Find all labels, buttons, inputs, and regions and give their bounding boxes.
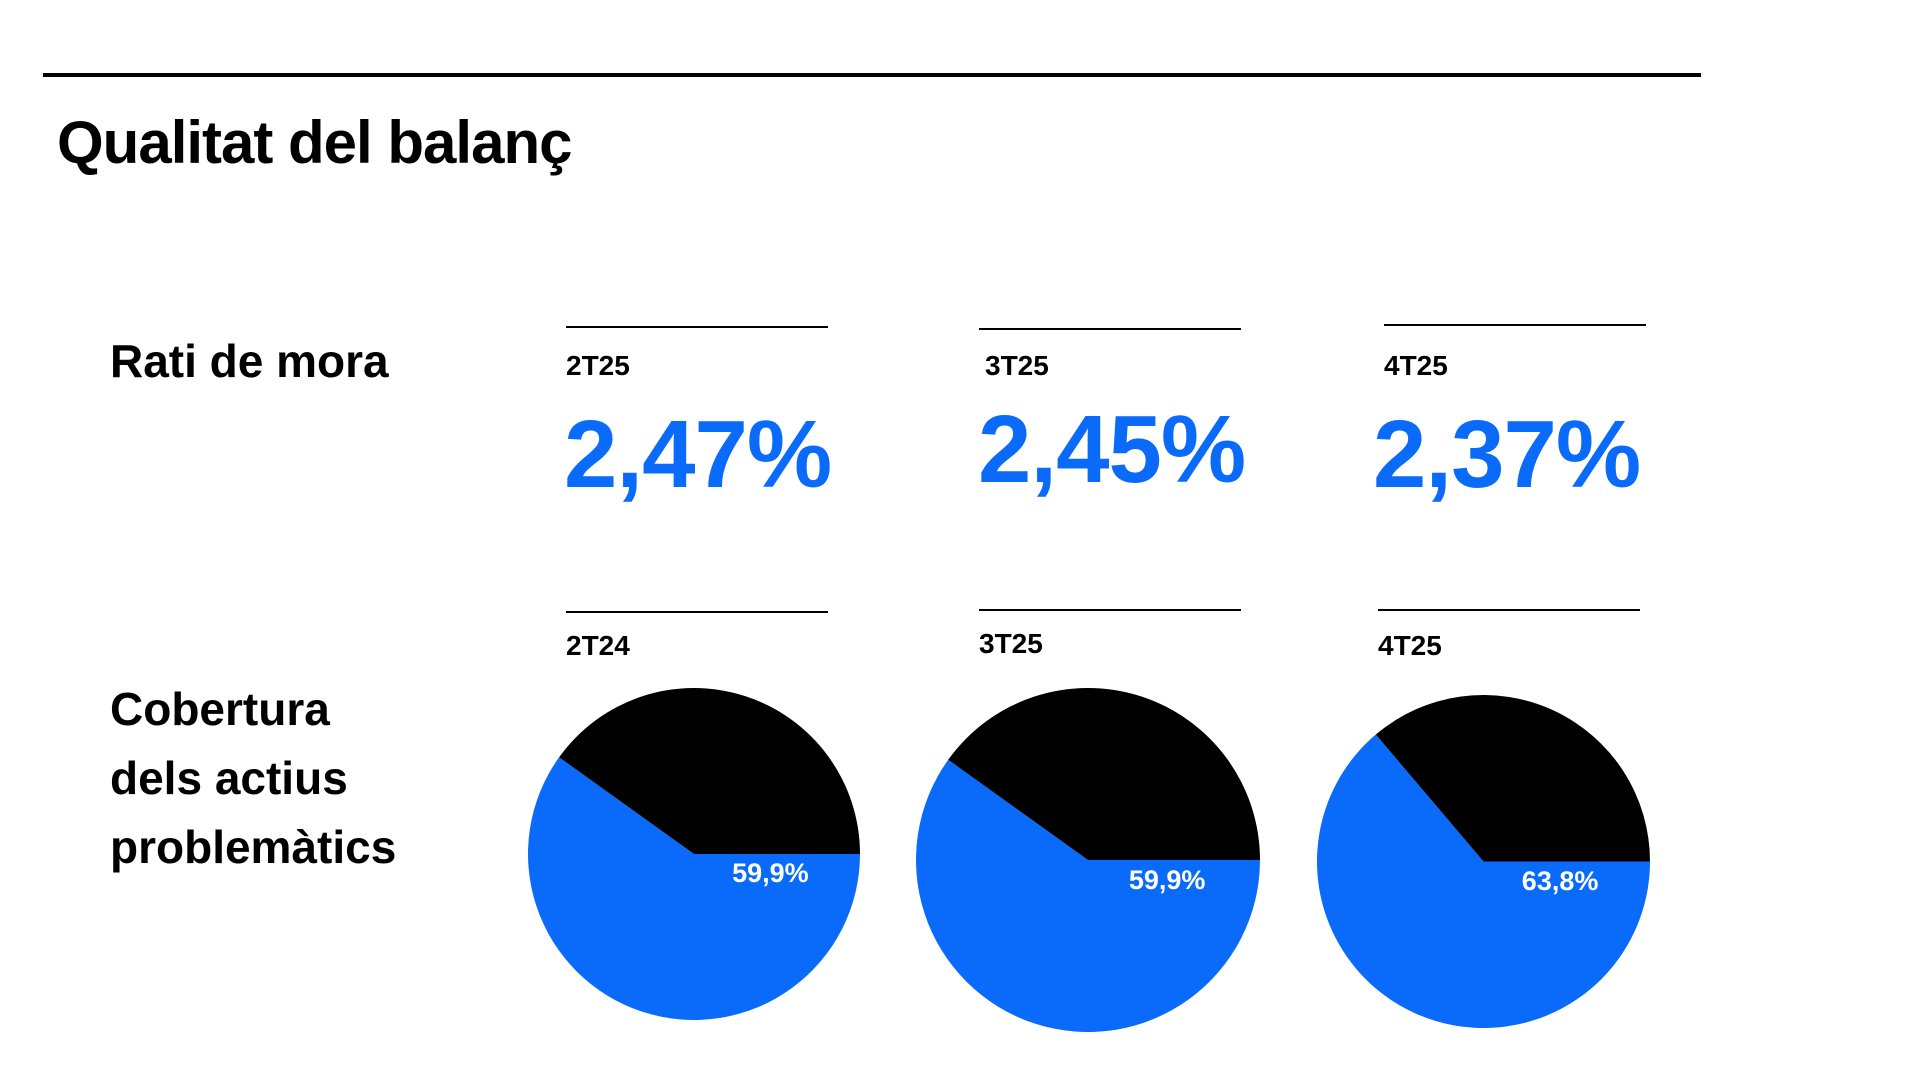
pie-slice-remainder [948,688,1260,860]
npl-period-2: 3T25 [985,350,1049,381]
pie-data-label: 59,9% [732,858,809,888]
npl-value-1: 2,47% [564,401,832,508]
pie-slice-coverage [916,759,1260,1032]
npl-period-rule-1 [566,326,828,328]
npl-period-1: 2T25 [566,350,630,381]
pie-slice-coverage [1317,734,1650,1028]
pie-slice-remainder [559,688,860,854]
top-rule [43,73,1701,77]
npl-period-rule-3 [1384,324,1646,326]
coverage-period-3: 4T25 [1378,630,1442,661]
coverage-period-rule-2 [979,609,1241,611]
page-title: Qualitat del balanç [57,109,572,176]
coverage-period-1: 2T24 [566,630,630,661]
pie-data-label: 59,9% [1129,865,1206,895]
pie-data-label: 63,8% [1522,866,1599,896]
coverage-pie-chart-1: 59,9% [527,688,860,1020]
npl-value-3: 2,37% [1373,401,1641,508]
coverage-pie-chart-3: 63,8% [1317,695,1650,1028]
pie-slice-remainder [1375,695,1650,862]
npl-section-label: Rati de mora [110,335,389,387]
npl-period-3: 4T25 [1384,350,1448,381]
pie-slice-coverage [527,757,860,1020]
coverage-label-line-1: Cobertura [110,683,330,735]
coverage-section-label: Cobertura dels actius problemàtics [110,675,396,882]
coverage-pie-chart-2: 59,9% [916,688,1260,1032]
coverage-period-2: 3T25 [979,628,1043,659]
npl-value-2: 2,45% [978,396,1246,503]
coverage-period-rule-3 [1378,609,1640,611]
coverage-period-rule-1 [566,611,828,613]
coverage-label-line-2: dels actius [110,752,348,804]
coverage-label-line-3: problemàtics [110,821,397,873]
npl-period-rule-2 [979,328,1241,330]
